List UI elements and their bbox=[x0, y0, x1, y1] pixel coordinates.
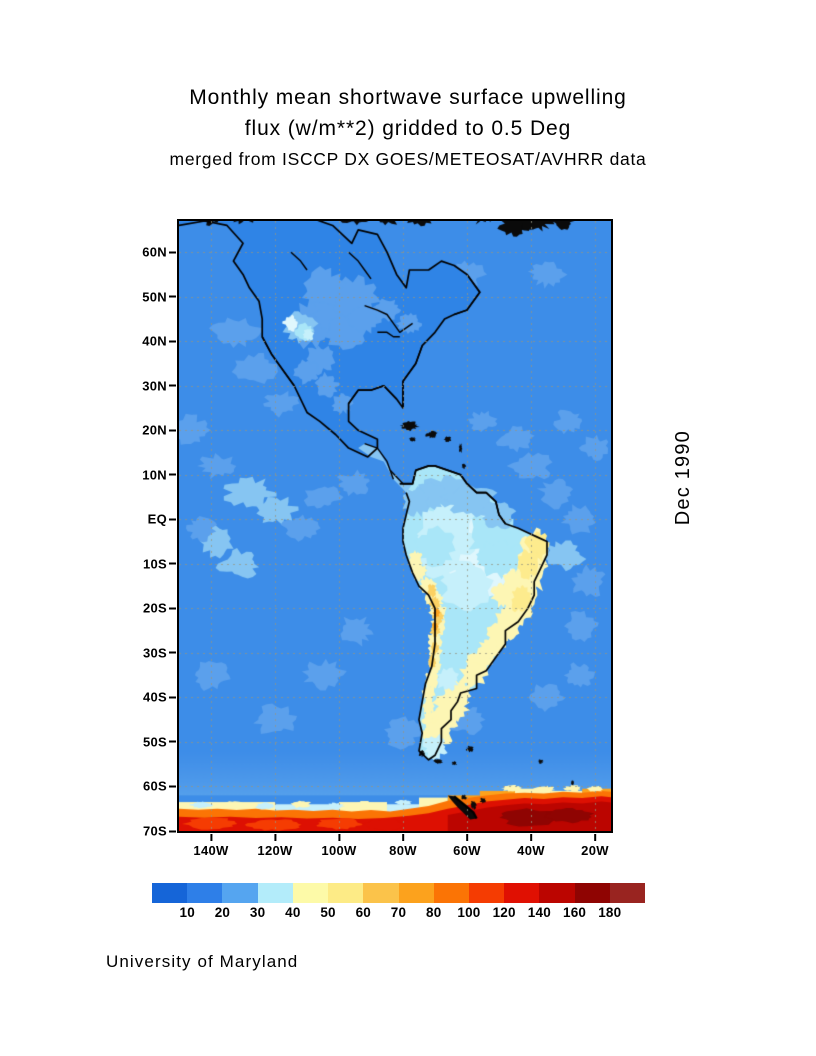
source-credit: University of Maryland bbox=[106, 952, 299, 971]
colorbar-segment-9 bbox=[468, 883, 505, 903]
colorbar-tick-120: 120 bbox=[492, 905, 516, 920]
map-axes: 60N 50N 40N 30N 20N 10N EQ 10S 20S 30S 40S 50S 60S 70… bbox=[142, 219, 613, 858]
colorbar-segment-5 bbox=[328, 883, 364, 903]
colorbar-tick-70: 70 bbox=[390, 905, 407, 920]
y-axis-tick-eq: EQ bbox=[147, 511, 167, 527]
colorbar-tick-100: 100 bbox=[457, 905, 481, 920]
y-axis-tick-40s: 40S bbox=[142, 689, 167, 705]
y-axis-tick-10s: 10S bbox=[142, 556, 167, 572]
y-axis-tick-40n: 40N bbox=[142, 333, 167, 349]
y-axis-tick-60n: 60N bbox=[142, 244, 167, 260]
colorbar-tick-30: 30 bbox=[249, 905, 266, 920]
y-axis-tick-60s: 60S bbox=[142, 778, 167, 794]
colorbar-tick-160: 160 bbox=[563, 905, 587, 920]
y-axis-tick-50n: 50N bbox=[142, 289, 167, 305]
colorbar-segment-11 bbox=[539, 883, 575, 903]
colorbar-segment-8 bbox=[433, 883, 469, 903]
map-plot-area bbox=[177, 219, 613, 833]
colorbar-tick-20: 20 bbox=[214, 905, 231, 920]
colorbar-tick-50: 50 bbox=[320, 905, 336, 920]
x-axis-tick-80w: 80W bbox=[389, 843, 417, 858]
colorbar-tick-40: 40 bbox=[285, 905, 301, 920]
colorbar-tick-180: 180 bbox=[598, 905, 622, 920]
y-axis-tick-10n: 10N bbox=[142, 467, 167, 483]
x-axis-tick-60w: 60W bbox=[453, 843, 481, 858]
colorbar-segment-7 bbox=[398, 883, 434, 903]
colorbar-segment-3 bbox=[257, 883, 293, 903]
colorbar-container: 10 20 30 40 50 60 70 80 100 120 140 160 180 bbox=[152, 883, 646, 927]
colorbar bbox=[152, 883, 646, 903]
colorbar-segment-6 bbox=[363, 883, 399, 903]
colorbar-segment-4 bbox=[292, 883, 329, 903]
y-axis-tick-30s: 30S bbox=[142, 645, 167, 661]
colorbar-segment-12 bbox=[574, 883, 610, 903]
x-axis-tick-120w: 120W bbox=[257, 843, 293, 858]
colorbar-segment-13 bbox=[609, 883, 646, 903]
x-axis-tick-100w: 100W bbox=[321, 843, 357, 858]
colorbar-tick-60: 60 bbox=[355, 905, 371, 920]
x-axis-tick-20w: 20W bbox=[581, 843, 609, 858]
map-heatmap-canvas bbox=[179, 221, 611, 831]
x-axis-tick-40w: 40W bbox=[517, 843, 545, 858]
colorbar-segment-10 bbox=[504, 883, 540, 903]
colorbar-tick-labels: 10 20 30 40 50 60 70 80 100 120 140 160 180 bbox=[152, 905, 645, 927]
y-axis-tick-20n: 20N bbox=[142, 422, 167, 438]
colorbar-tick-80: 80 bbox=[425, 905, 442, 920]
colorbar-segment-1 bbox=[187, 883, 223, 903]
colorbar-tick-10: 10 bbox=[179, 905, 195, 920]
title-line-2: flux (w/m**2) gridded to 0.5 Deg bbox=[244, 117, 572, 140]
chart-title-block: Monthly mean shortwave surface upwelling… bbox=[0, 82, 816, 174]
y-axis-tick-50s: 50S bbox=[142, 734, 167, 750]
title-line-1: Monthly mean shortwave surface upwelling bbox=[189, 86, 627, 109]
y-axis-tick-20s: 20S bbox=[142, 600, 167, 616]
period-label: Dec 1990 bbox=[672, 430, 694, 526]
colorbar-tick-140: 140 bbox=[527, 905, 551, 920]
y-axis-tick-70s: 70S bbox=[142, 823, 167, 839]
y-axis-tick-30n: 30N bbox=[142, 378, 167, 394]
colorbar-segment-2 bbox=[222, 883, 258, 903]
x-axis-tick-140w: 140W bbox=[193, 843, 229, 858]
title-subtitle: merged from ISCCP DX GOES/METEOSAT/AVHRR… bbox=[169, 149, 647, 169]
colorbar-segment-0 bbox=[152, 883, 188, 903]
